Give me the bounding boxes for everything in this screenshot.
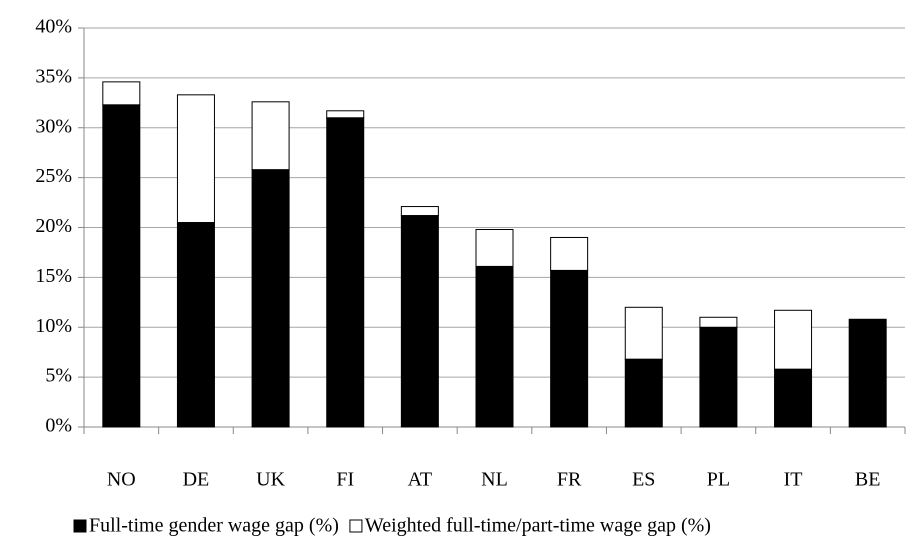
bar-segment — [176, 94, 215, 224]
y-tick-label: 15% — [35, 265, 72, 287]
legend-swatch — [73, 519, 87, 533]
x-tick-label: ES — [632, 469, 655, 491]
bar-segment — [400, 215, 439, 428]
bar-segment — [624, 306, 663, 360]
x-tick-label: IT — [784, 469, 803, 491]
legend-swatch — [349, 519, 363, 533]
bar-segment — [251, 101, 290, 171]
y-tick-label: 30% — [35, 115, 72, 137]
x-tick-label: AT — [408, 469, 432, 491]
legend-label: Full-time gender wage gap (%) — [89, 515, 339, 537]
bar-segment — [102, 81, 141, 106]
bar-segment — [326, 110, 365, 119]
y-tick-label: 20% — [35, 215, 72, 237]
bar-segment — [774, 368, 813, 428]
x-tick-label: PL — [707, 469, 730, 491]
x-tick-label: UK — [256, 469, 285, 491]
x-tick-label: NO — [107, 469, 136, 491]
y-tick-label: 35% — [35, 65, 72, 87]
bar-segment — [774, 309, 813, 370]
x-tick-label: BE — [855, 469, 881, 491]
bar-segment — [699, 316, 738, 328]
x-tick-label: FR — [557, 469, 582, 491]
y-tick-label: 10% — [35, 315, 72, 337]
bar-segment — [550, 269, 589, 428]
bar-segment — [848, 318, 887, 428]
bar-segment — [251, 169, 290, 428]
bar-segment — [550, 236, 589, 271]
bar-segment — [624, 358, 663, 428]
legend-label: Weighted full-time/part-time wage gap (%… — [365, 515, 711, 537]
y-tick-label: 40% — [35, 16, 72, 38]
bar-segment — [699, 326, 738, 428]
y-tick-label: 25% — [35, 165, 72, 187]
bar-segment — [475, 228, 514, 267]
y-tick-label: 5% — [45, 365, 72, 387]
bar-segment — [102, 104, 141, 428]
x-tick-label: FI — [336, 469, 354, 491]
bar-segment — [400, 206, 439, 217]
bar-segment — [326, 117, 365, 428]
y-tick-label: 0% — [45, 415, 72, 437]
x-tick-label: DE — [183, 469, 210, 491]
bar-segment — [475, 265, 514, 428]
bar-segment — [176, 222, 215, 428]
x-tick-label: NL — [481, 469, 508, 491]
